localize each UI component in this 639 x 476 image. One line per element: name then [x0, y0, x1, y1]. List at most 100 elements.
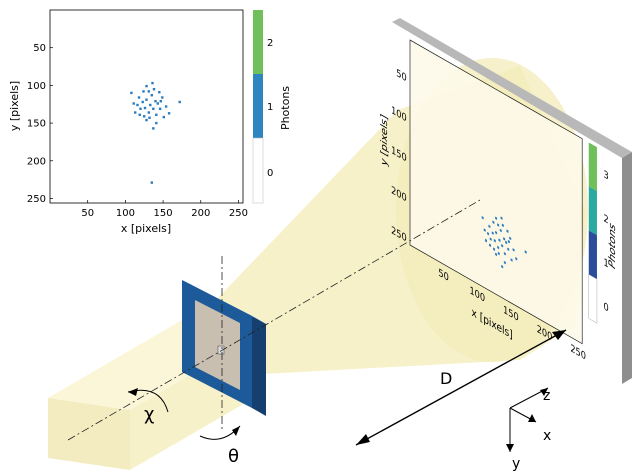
det-cb-1 — [588, 230, 597, 280]
inset-cb-label: Photons — [279, 86, 292, 130]
sample-crystal — [217, 345, 225, 355]
inset-y-tick-label: 200 — [27, 156, 46, 167]
detector-data-point — [492, 220, 495, 225]
inset-data-point — [151, 81, 154, 85]
detector-data-point — [488, 224, 491, 229]
detector-data-point — [500, 216, 503, 220]
inset-cb-1 — [253, 74, 263, 138]
theta-rotation-arrow: θ — [199, 425, 241, 467]
detector-data-point — [487, 231, 490, 236]
detector-x-tick-label: 50 — [438, 267, 448, 284]
sample-window — [195, 300, 240, 390]
detector-data-point — [515, 256, 518, 261]
inset-data-point — [148, 116, 151, 119]
det-cb-tick-3: 3 — [604, 169, 609, 183]
inset-y-ticks: 50 100 150 200 250 — [27, 43, 53, 205]
detector-data-point — [495, 216, 498, 221]
beam-front-face — [48, 398, 130, 470]
detector-data-point — [503, 260, 506, 265]
inset-data-point — [164, 105, 168, 108]
detector-y-tick-label: 50 — [396, 67, 406, 84]
detector-colorbar: 3 2 1 0 Photons — [588, 142, 618, 324]
detector-data-point — [507, 247, 510, 251]
detector-data-point — [495, 230, 498, 235]
inset-data-point — [143, 106, 147, 110]
inset-data-point — [167, 112, 171, 115]
inset-plot: 50 100 150 200 250 50 100 150 200 250 x [pixels]… — [8, 9, 292, 235]
inset-data-point — [150, 181, 153, 184]
inset-y-tick-label: 50 — [33, 43, 46, 54]
detector-y-axis-label: y [pixels] — [379, 112, 390, 169]
inset-data-point — [147, 90, 150, 93]
inset-data-point — [152, 127, 155, 130]
distance-arrow: D — [355, 329, 567, 446]
det-cb-tick-0: 0 — [604, 301, 609, 315]
inset-data-point — [178, 100, 181, 104]
inset-x-tick-label: 150 — [154, 208, 173, 219]
det-cb-2 — [588, 186, 597, 236]
detector-plate-top — [392, 18, 632, 158]
detector-data-point — [503, 237, 506, 241]
detector-data-point — [491, 231, 494, 235]
inset-cb-tick-1: 1 — [267, 102, 273, 113]
inset-data-point — [152, 107, 155, 110]
inset-data-point — [136, 103, 139, 107]
detector-data-point — [524, 250, 527, 254]
detector-data-point — [497, 245, 500, 250]
detector-data-point — [499, 228, 502, 233]
inset-y-tick-label: 100 — [27, 81, 46, 92]
inset-data-point — [152, 88, 156, 91]
inset-data-point — [150, 94, 153, 97]
inset-data-point — [162, 115, 165, 119]
inset-data-point — [156, 102, 159, 105]
inset-data-point — [145, 118, 148, 122]
detector-data-point — [497, 223, 500, 227]
detector-x-tick-label: 250 — [570, 343, 586, 363]
inset-data-point — [158, 107, 162, 110]
chi-rotation-arrow: χ — [127, 388, 169, 425]
det-cb-label: Photons — [607, 220, 618, 271]
det-cb-tick-2: 2 — [604, 213, 609, 227]
axis-y-label: y — [512, 456, 520, 472]
detector-data-point — [495, 252, 498, 257]
detector-points — [481, 215, 527, 269]
inset-points — [130, 81, 181, 184]
detector-data-point — [489, 237, 492, 241]
inset-data-point — [137, 96, 141, 99]
detector-data-point — [512, 248, 515, 252]
detector-data-point — [501, 243, 504, 248]
inset-data-point — [138, 113, 141, 116]
inset-data-point — [158, 91, 161, 94]
det-cb-tick-1: 1 — [604, 257, 609, 271]
detector-plot-area — [409, 39, 583, 345]
inset-data-point — [132, 102, 135, 105]
detector-data-point — [501, 223, 504, 228]
distance-label: D — [440, 369, 452, 388]
inset-cb-tick-0: 0 — [267, 168, 273, 179]
theta-label: θ — [228, 446, 239, 467]
axis-x-label: x — [543, 428, 551, 444]
inset-cb-0 — [252, 137, 264, 204]
det-cb-3 — [588, 142, 597, 192]
detector-plate-edge — [622, 152, 632, 384]
inset-colorbar: 2 1 0 Photons — [252, 10, 292, 204]
detector-data-point — [509, 236, 512, 241]
inset-y-axis-label: y [pixels] — [8, 81, 21, 131]
inset-data-point — [130, 91, 133, 95]
inset-data-point — [141, 100, 144, 104]
coordinate-axes: z x y — [506, 387, 551, 472]
inset-y-tick-label: 150 — [27, 119, 46, 130]
detector-data-point — [489, 243, 492, 248]
inset-data-point — [139, 107, 142, 110]
detector-data-point — [497, 251, 500, 256]
inset-data-point — [147, 111, 150, 114]
inset-data-point — [145, 84, 148, 88]
detector-data-point — [505, 240, 508, 245]
detector-data-point — [503, 252, 506, 256]
inset-x-axis-label: x [pixels] — [121, 222, 171, 235]
detector-data-point — [483, 228, 486, 232]
inset-data-point — [134, 111, 137, 114]
inset-cb-2 — [253, 10, 263, 74]
detector-data-point — [493, 247, 496, 251]
inset-x-tick-label: 250 — [229, 208, 248, 219]
